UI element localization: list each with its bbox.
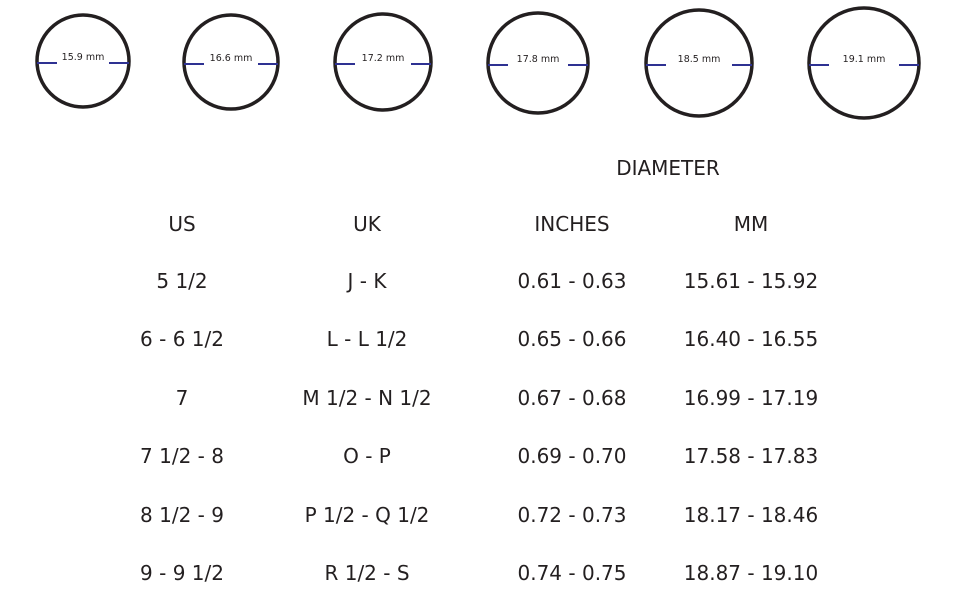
table-cell: 0.69 - 0.70 [517, 444, 627, 469]
ring [333, 12, 433, 112]
table-cell: M 1/2 - N 1/2 [302, 385, 432, 410]
table-cell: O - P [343, 444, 391, 469]
table-cell: 0.67 - 0.68 [517, 385, 627, 410]
table-cell: 17.58 - 17.83 [683, 444, 819, 469]
group-header: DIAMETER [616, 156, 720, 180]
ring-label: 15.9 mm [62, 52, 105, 63]
ring [644, 8, 754, 118]
table-cell: J - K [347, 269, 387, 293]
ring [807, 6, 921, 120]
ring [486, 11, 590, 115]
table-cell: 0.65 - 0.66 [517, 327, 627, 352]
column-header: MM [733, 212, 769, 236]
table-cell: 18.87 - 19.10 [683, 561, 819, 585]
table-cell: R 1/2 - S [324, 561, 410, 585]
table-cell: 16.40 - 16.55 [683, 327, 819, 352]
column-header: UK [353, 212, 381, 236]
table-cell: 18.17 - 18.46 [683, 502, 819, 527]
table-cell: 0.74 - 0.75 [517, 561, 627, 585]
ring-label: 19.1 mm [843, 54, 886, 65]
table-cell: P 1/2 - Q 1/2 [304, 502, 430, 527]
ring-label: 18.5 mm [678, 54, 721, 65]
ring [182, 13, 280, 111]
column-header: INCHES [534, 212, 610, 236]
table-cell: 7 1/2 - 8 [140, 444, 224, 469]
table-cell: 9 - 9 1/2 [140, 561, 224, 585]
table-cell: 15.61 - 15.92 [683, 269, 819, 293]
table-cell: 5 1/2 [156, 269, 208, 293]
table-cell: 8 1/2 - 9 [140, 502, 224, 527]
ring-row: 15.9 mm 16.6 mm 17.2 mm 17.8 mm 18.5 mm 19.1 … [35, 6, 921, 120]
table-cell: 7 [175, 385, 189, 410]
ring [35, 13, 131, 109]
ring-label: 16.6 mm [210, 53, 253, 64]
ring-label: 17.2 mm [362, 53, 405, 64]
table-cell: 6 - 6 1/2 [140, 327, 224, 352]
column-header: US [168, 212, 196, 236]
table-cell: 0.61 - 0.63 [517, 269, 627, 293]
ring-label: 17.8 mm [517, 54, 560, 65]
table-cell: L - L 1/2 [326, 327, 408, 352]
table-cell: 0.72 - 0.73 [517, 502, 627, 527]
table-cell: 16.99 - 17.19 [683, 385, 819, 410]
